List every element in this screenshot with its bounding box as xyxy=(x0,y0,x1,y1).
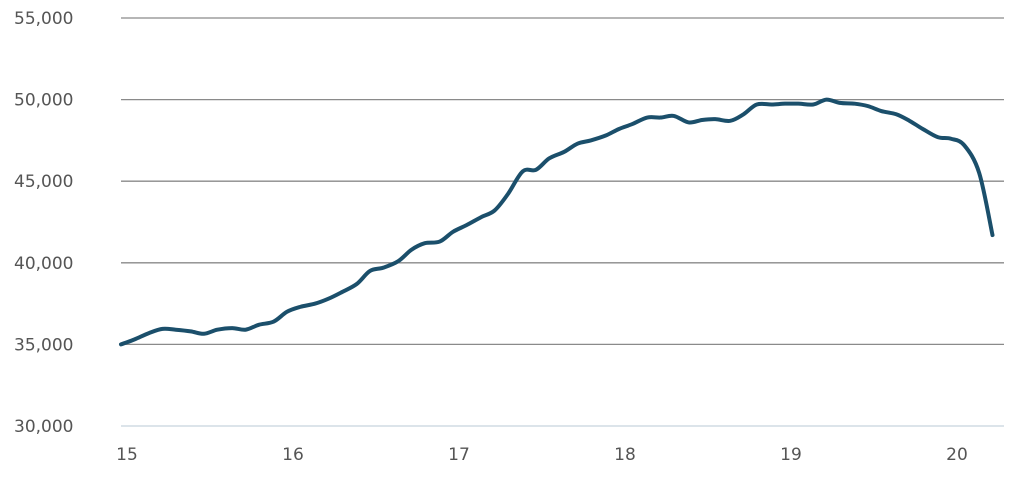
series-line-0 xyxy=(119,97,995,347)
y-tick-label-55000: 55,000 xyxy=(14,9,73,29)
gridlines xyxy=(121,17,1004,427)
y-tick-label-35000: 35,000 xyxy=(14,335,73,355)
series-layer xyxy=(119,97,995,347)
y-tick-label-45000: 45,000 xyxy=(14,172,73,192)
x-tick-label-16: 16 xyxy=(282,445,304,465)
y-tick-label-40000: 40,000 xyxy=(14,254,73,274)
y-axis-tick-labels: 30,000 35,000 40,000 45,000 50,000 55,000 xyxy=(14,9,73,437)
x-axis-tick-labels: 15 16 17 18 19 20 xyxy=(116,445,968,465)
y-tick-label-30000: 30,000 xyxy=(14,417,73,437)
x-tick-label-15: 15 xyxy=(116,445,138,465)
y-tick-label-50000: 50,000 xyxy=(14,91,73,111)
x-tick-label-18: 18 xyxy=(614,445,636,465)
x-tick-label-17: 17 xyxy=(448,445,470,465)
x-tick-label-19: 19 xyxy=(780,445,802,465)
x-tick-label-20: 20 xyxy=(946,445,968,465)
